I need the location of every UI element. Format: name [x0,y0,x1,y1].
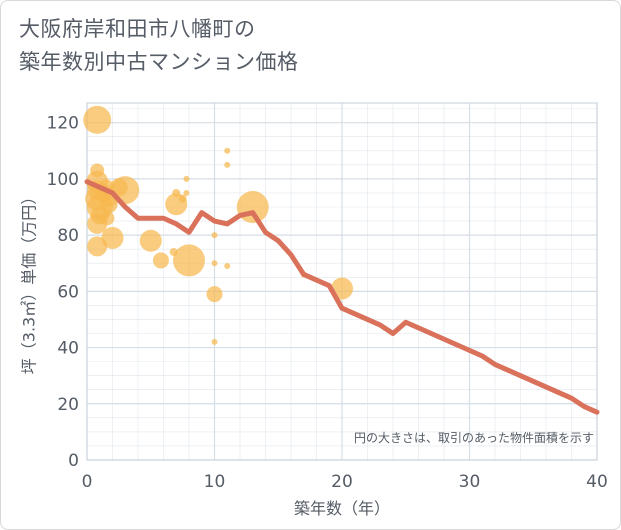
bubble-point [152,252,169,269]
bubble-point [206,286,223,303]
x-tick-label: 30 [459,472,481,492]
y-axis-label: 坪（3.3㎡）単価（万円） [20,189,39,374]
bubble-point [211,260,218,267]
y-tick-labels: 0 20 40 60 80 100 120 [47,114,79,471]
bubble-point [211,232,218,239]
bubble-point [183,189,190,196]
x-tick-labels: 0 10 20 30 40 [82,472,608,492]
bubble-point [211,338,218,345]
bubble-point [100,211,115,226]
y-tick-label: 120 [47,114,79,134]
x-tick-label: 40 [586,472,608,492]
bubble-point [139,229,162,252]
bubble-point [236,191,269,224]
bubble-point [224,147,231,154]
x-tick-label: 10 [204,472,226,492]
chart-title-line2: 築年数別中古マンション価格 [19,50,299,74]
x-tick-label: 20 [331,472,353,492]
chart-title: 大阪府岸和田市八幡町の 築年数別中古マンション価格 [19,13,299,79]
bubble-point [173,244,205,277]
plot-frame [86,102,598,461]
y-tick-label: 100 [47,170,79,190]
bubble-point [101,226,124,249]
bubble-point [183,175,190,182]
size-note: 円の大きさは、取引のあった物件面積を示す [354,430,594,445]
y-tick-label: 20 [57,395,79,415]
trend-line-layer [84,179,600,415]
x-tick-label: 0 [82,472,93,492]
y-tick-label: 0 [68,451,79,471]
chart-title-line1: 大阪府岸和田市八幡町の [19,17,256,41]
x-axis-label: 築年数（年） [294,499,390,518]
trend-line [84,179,600,415]
bubble-point [224,161,231,168]
bubble-point [224,263,231,270]
y-tick-label: 40 [57,339,79,359]
bubble-point [83,105,112,134]
y-tick-label: 80 [57,226,79,246]
y-tick-label: 60 [57,282,79,302]
bubble-point [178,194,187,203]
bubble-layer [83,105,353,345]
bubble-point [111,176,140,205]
